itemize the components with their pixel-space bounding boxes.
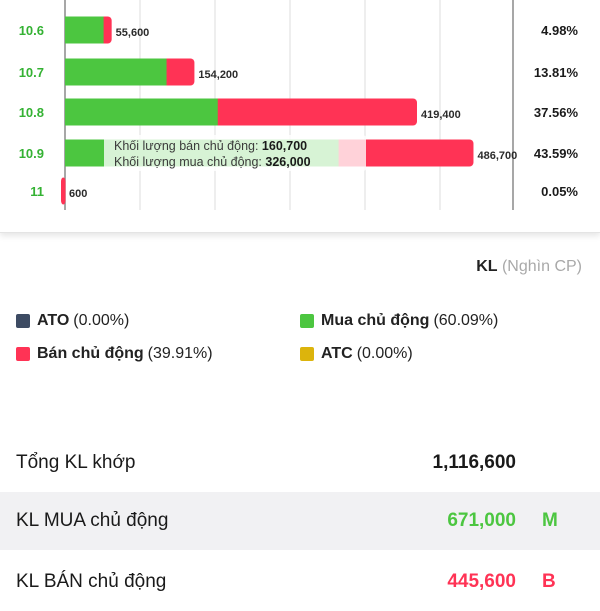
sell-bar-4 [61, 177, 66, 205]
sell-bar-3 [334, 139, 474, 167]
summary-total-value: 1,116,600 [432, 452, 516, 473]
legend-ato-swatch [16, 314, 30, 328]
price-label-4: 11 [30, 184, 44, 199]
legend-buy-pct: (60.09%) [433, 312, 499, 329]
summary-buy-tag: M [542, 510, 558, 531]
summary-buy-label: KL MUA chủ động [16, 510, 169, 531]
legend-sell-pct: (39.91%) [147, 345, 213, 362]
tooltip-line-1: Khối lượng mua chủ động: 326,000 [114, 155, 311, 169]
tooltip-label-1: Khối lượng mua chủ động: [114, 155, 265, 169]
percent-label-1: 13.81% [534, 65, 579, 80]
legend-atc: ATC (0.00%) [300, 345, 413, 363]
price-label-1: 10.7 [19, 65, 44, 80]
legend-buy: Mua chủ động (60.09%) [300, 312, 498, 330]
legend-ato-name: ATO [37, 312, 70, 329]
sell-bar-2 [213, 98, 417, 126]
price-label-3: 10.9 [19, 146, 44, 161]
price-label-2: 10.8 [19, 105, 44, 120]
summary-buy-row: KL MUA chủ động 671,000 M [0, 492, 600, 550]
sell-bar-1 [162, 58, 195, 86]
summary-buy-value: 671,000 [447, 510, 516, 531]
summary-sell-tag: B [542, 571, 556, 592]
legend-atc-pct: (0.00%) [356, 345, 413, 362]
value-label-4: 600 [69, 188, 87, 200]
buy-bar-1 [65, 58, 167, 86]
legend-atc-swatch [300, 347, 314, 361]
legend-sell-swatch [16, 347, 30, 361]
buy-bar-0 [65, 16, 104, 44]
tooltip-value-0: 160,700 [262, 139, 307, 153]
summary-sell-label: KL BÁN chủ động [16, 571, 167, 592]
unit-kl: KL [476, 258, 498, 275]
legend-sell-name: Bán chủ động [37, 345, 144, 362]
value-label-3: 486,700 [477, 150, 517, 162]
chart-canvas[interactable]: 10.6 55,600 4.98% 10.7 154,200 13.81% 10.8 419,… [0, 0, 600, 232]
value-label-2: 419,400 [421, 109, 461, 121]
percent-label-4: 0.05% [541, 184, 578, 199]
percent-label-3: 43.59% [534, 146, 579, 161]
value-label-0: 55,600 [116, 27, 150, 39]
unit-note: (Nghìn CP) [501, 258, 582, 275]
tooltip-value-1: 326,000 [265, 155, 310, 169]
legend-ato: ATO (0.00%) [16, 312, 129, 330]
price-label-0: 10.6 [19, 23, 44, 38]
legend-buy-name: Mua chủ động [321, 312, 430, 329]
tooltip-label-0: Khối lượng bán chủ động: [114, 139, 262, 153]
percent-label-2: 37.56% [534, 105, 579, 120]
summary-sell-row: KL BÁN chủ động 445,600 B [0, 553, 600, 611]
value-label-1: 154,200 [198, 69, 238, 81]
percent-label-0: 4.98% [541, 23, 578, 38]
legend-buy-swatch [300, 314, 314, 328]
legend-ato-pct: (0.00%) [73, 312, 130, 329]
summary-total-label: Tổng KL khớp [16, 452, 136, 473]
tooltip-line-0: Khối lượng bán chủ động: 160,700 [114, 139, 307, 153]
legend-sell: Bán chủ động (39.91%) [16, 345, 213, 363]
legend-atc-name: ATC [321, 345, 353, 362]
buy-bar-2 [65, 98, 218, 126]
unit-label: KL (Nghìn CP) [476, 258, 582, 276]
volume-by-price-chart: 10.6 55,600 4.98% 10.7 154,200 13.81% 10.8 419,… [0, 0, 600, 233]
summary-sell-value: 445,600 [447, 571, 516, 592]
tooltip-box[interactable] [104, 135, 366, 171]
summary-total-row: Tổng KL khớp 1,116,600 [0, 434, 600, 492]
